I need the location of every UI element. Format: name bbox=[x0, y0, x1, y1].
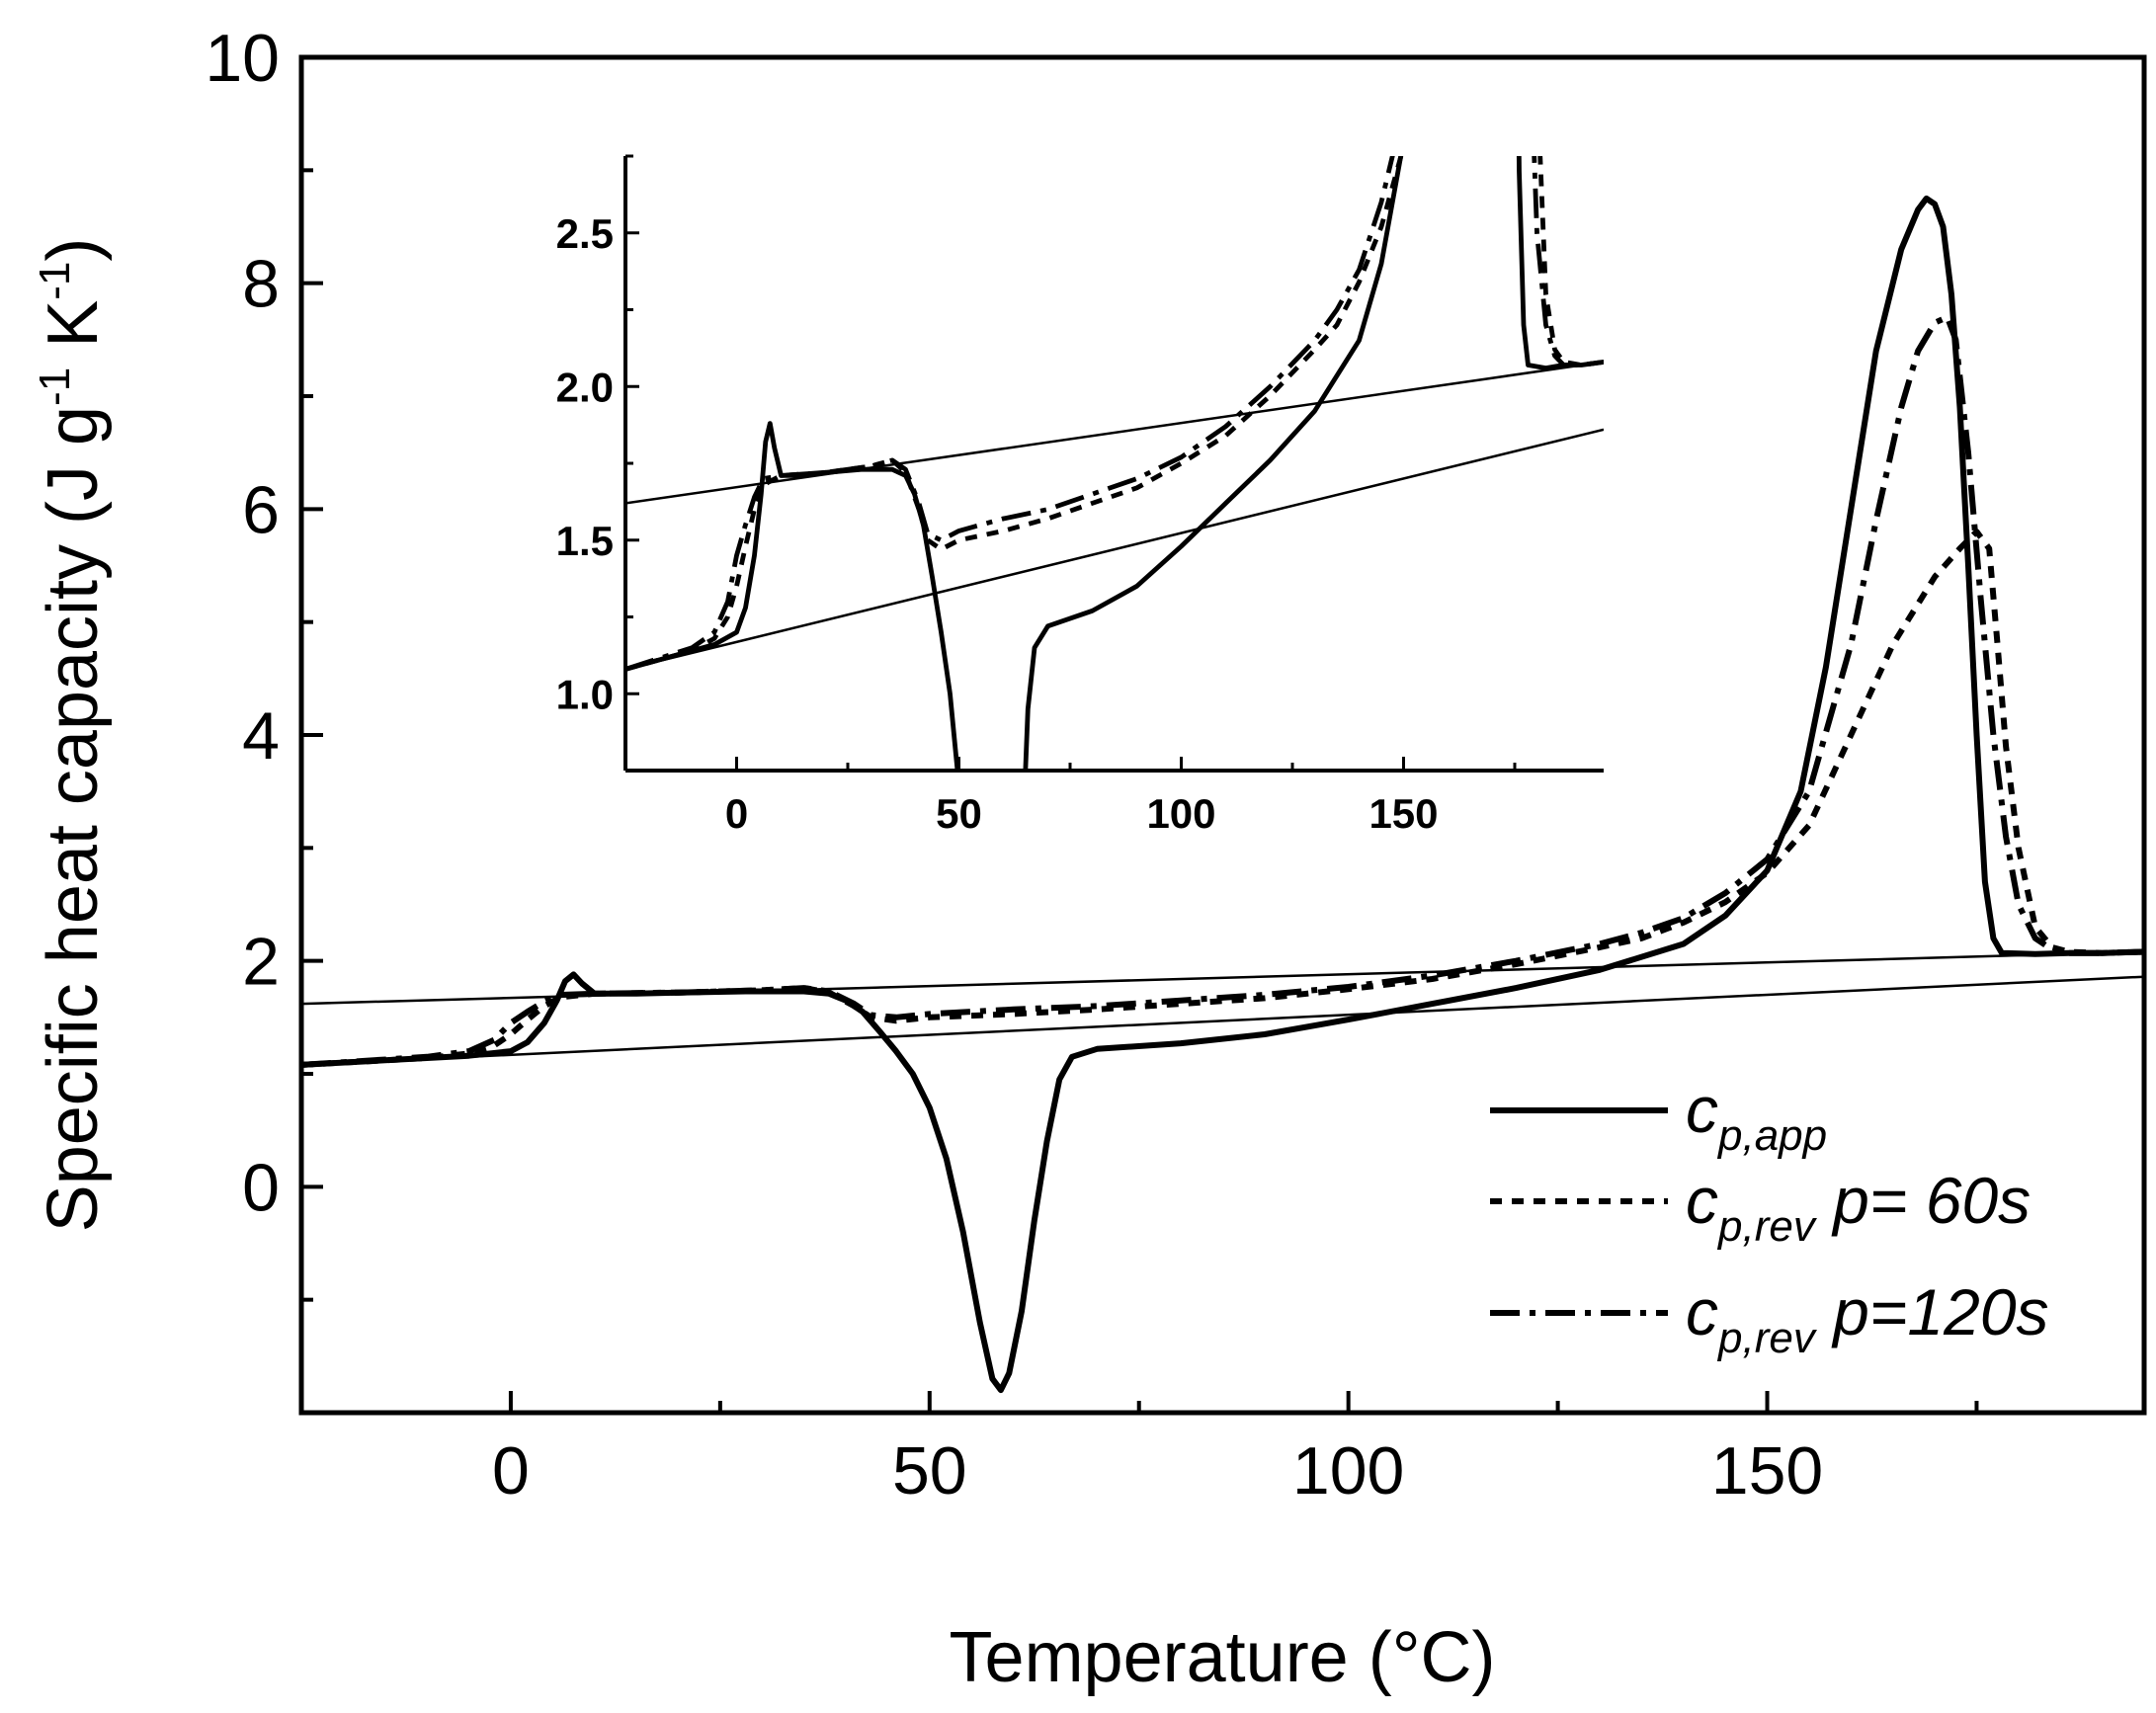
inset-x-tick-label: 100 bbox=[1146, 790, 1215, 837]
main-y-tick-label: 4 bbox=[242, 698, 280, 774]
main-series-c-p-rev-p-120s bbox=[301, 314, 2144, 1068]
inset-x-tick-label: 0 bbox=[725, 790, 748, 837]
legend-label-rev60-symbol: c bbox=[1686, 1164, 1718, 1237]
main-series-c-p-app bbox=[301, 195, 2144, 1394]
inset-series-baseline-lower bbox=[625, 428, 1604, 671]
main-y-tick-label: 10 bbox=[205, 21, 280, 96]
x-axis-title: Temperature (°C) bbox=[950, 1618, 1496, 1697]
main-series-baseline-upper bbox=[301, 950, 2144, 1006]
inset-axes: 0 50 100 150 1.0 1.5 2.0 2.5 bbox=[556, 154, 1604, 837]
y-axis-title-mid: K bbox=[34, 300, 113, 367]
legend-label-app-sub: p,app bbox=[1716, 1111, 1827, 1160]
main-x-tick-label: 0 bbox=[492, 1433, 530, 1509]
main-x-tick-label: 150 bbox=[1711, 1433, 1823, 1509]
y-axis-title: Specific heat capacity (J g-1 K-1) bbox=[31, 238, 113, 1233]
main-y-tick-label: 0 bbox=[242, 1150, 280, 1225]
inset-y-tick-label: 2.5 bbox=[556, 210, 614, 257]
y-axis-title-prefix: Specific heat capacity (J g bbox=[34, 406, 113, 1232]
legend-label-rev120-symbol: c bbox=[1686, 1275, 1718, 1348]
main-series-group bbox=[301, 195, 2144, 1394]
legend-label-rev120-rest: p=120s bbox=[1815, 1275, 2049, 1348]
legend-label-app: cp,app bbox=[1686, 1073, 1827, 1160]
legend-label-rev120-sub: p,rev bbox=[1716, 1314, 1818, 1362]
inset-y-tick-label: 1.0 bbox=[556, 671, 614, 717]
main-y-tick-label: 2 bbox=[242, 925, 280, 1000]
main-x-tick-label: 50 bbox=[892, 1433, 967, 1509]
main-x-tick-label: 100 bbox=[1292, 1433, 1404, 1509]
legend-label-rev60-rest: p= 60s bbox=[1815, 1164, 2031, 1237]
legend-label-app-symbol: c bbox=[1686, 1073, 1718, 1146]
inset-series-group bbox=[625, 156, 1604, 771]
y-axis-title-exp2: -1 bbox=[31, 262, 79, 300]
inset-x-tick-label: 150 bbox=[1368, 790, 1438, 837]
inset-background bbox=[625, 156, 1604, 771]
main-y-tick-label: 6 bbox=[242, 472, 280, 547]
y-axis-title-suffix: ) bbox=[34, 238, 113, 262]
y-axis-title-exp1: -1 bbox=[31, 367, 79, 406]
legend: cp,app cp,rev p= 60s cp,rev p=120s bbox=[1490, 1073, 2049, 1362]
legend-label-rev60: cp,rev p= 60s bbox=[1686, 1164, 2031, 1251]
legend-label-rev120: cp,rev p=120s bbox=[1686, 1275, 2049, 1362]
main-axis-ticks: 0 50 100 150 0 2 4 6 8 10 bbox=[205, 21, 1979, 1509]
inset-y-tick-label: 1.5 bbox=[556, 518, 614, 564]
inset-series-baseline-upper bbox=[625, 361, 1604, 505]
main-series-baseline-lower bbox=[301, 975, 2144, 1067]
inset-x-tick-label: 50 bbox=[936, 790, 982, 837]
legend-label-rev60-sub: p,rev bbox=[1716, 1202, 1818, 1251]
inset-y-tick-label: 2.0 bbox=[556, 364, 614, 410]
main-y-tick-label: 8 bbox=[242, 247, 280, 322]
inset-series-c-p-rev-p-120s bbox=[625, 156, 1604, 672]
